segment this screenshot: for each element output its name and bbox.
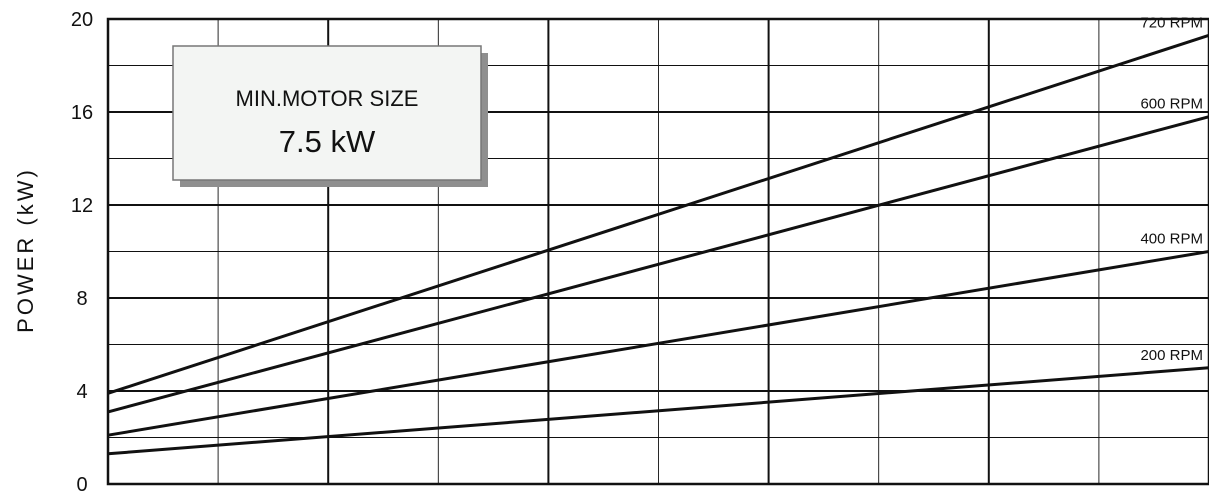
series-line	[107, 366, 1209, 456]
y-tick-label: 8	[76, 288, 87, 310]
series-line	[107, 33, 1209, 395]
y-tick-label: 16	[71, 102, 93, 124]
y-tick-label: 20	[71, 9, 93, 31]
series-label: 400 RPM	[1140, 231, 1203, 248]
y-axis-ticks: 0 4 8 12 16 20	[71, 9, 93, 494]
series-line	[107, 115, 1209, 414]
series-label: 720 RPM	[1140, 14, 1203, 31]
series-lines	[107, 33, 1209, 456]
series-label: 600 RPM	[1140, 96, 1203, 113]
callout-title: MIN.MOTOR SIZE	[236, 86, 419, 111]
plot-frame	[106, 17, 1209, 486]
series-labels: 200 RPM 400 RPM 600 RPM 720 RPM	[1140, 14, 1203, 363]
callout-box	[172, 45, 482, 181]
y-axis-label: POWER (kW)	[13, 167, 38, 333]
y-tick-label: 4	[76, 381, 87, 403]
callout-value: 7.5 kW	[279, 124, 376, 159]
y-tick-label: 0	[76, 474, 87, 494]
series-label: 200 RPM	[1140, 347, 1203, 364]
series-line	[107, 250, 1209, 437]
y-tick-label: 12	[71, 195, 93, 217]
min-motor-size-callout: MIN.MOTOR SIZE 7.5 kW	[172, 45, 488, 187]
